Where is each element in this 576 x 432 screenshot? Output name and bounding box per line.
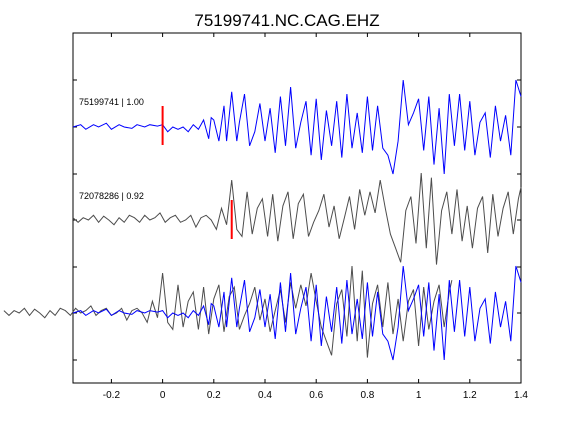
x-tick-label: 0.8 — [360, 390, 374, 401]
x-tick-label: 1.4 — [514, 390, 528, 401]
trace-group: 75199741 | 1.00 72078286 | 0.92 — [3, 79, 522, 361]
trace-label-2: 72078286 | 0.92 — [79, 191, 144, 201]
axis-ticks: -0.2 0 0.2 0.4 0.6 0.8 1 1.2 1.4 — [73, 33, 528, 401]
x-tick-label: 1.2 — [463, 390, 477, 401]
trace-line-2 — [72, 172, 522, 265]
x-tick-label: 0.6 — [309, 390, 323, 401]
x-tick-label: 0.4 — [258, 390, 272, 401]
overlay-trace-1 — [72, 265, 522, 361]
x-tick-label: 0.2 — [207, 390, 221, 401]
plot-frame — [72, 32, 522, 384]
trace-line-1 — [72, 79, 522, 175]
x-tick-label: 0 — [160, 390, 166, 401]
x-tick-label: -0.2 — [103, 390, 121, 401]
trace-label-1: 75199741 | 1.00 — [79, 97, 144, 107]
x-tick-label: 1 — [416, 390, 422, 401]
chart-title: 75199741.NC.CAG.EHZ — [194, 11, 379, 30]
